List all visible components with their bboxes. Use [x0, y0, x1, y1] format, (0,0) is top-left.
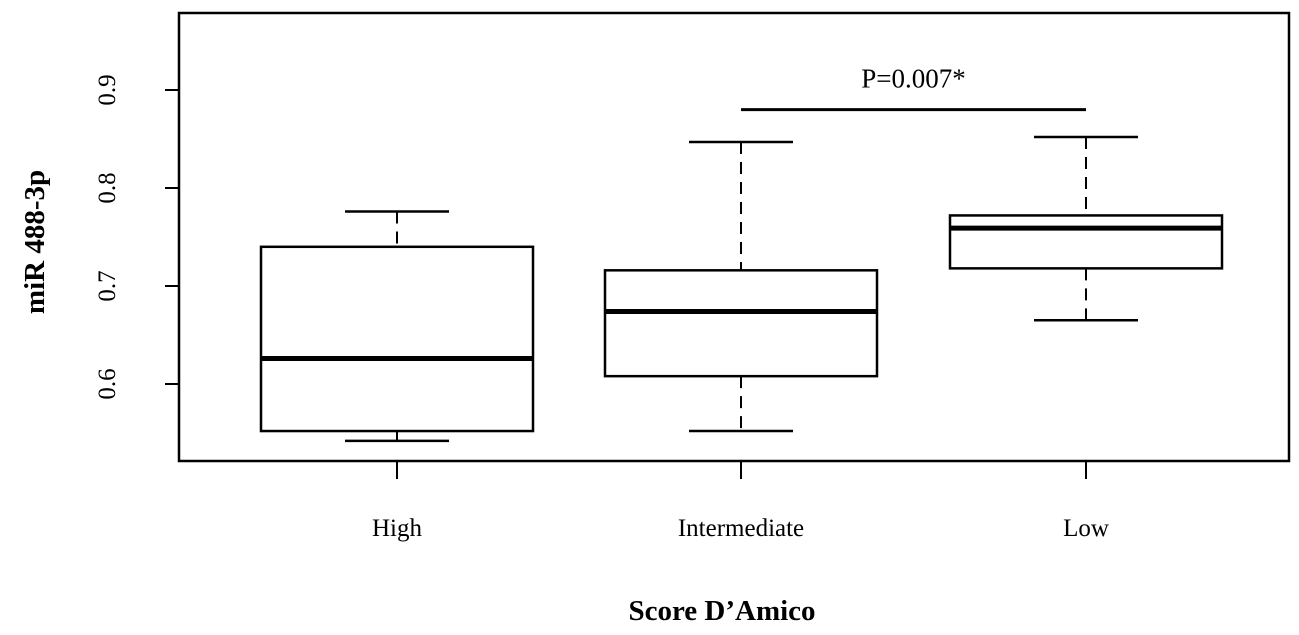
boxes-group [259, 135, 1224, 443]
x-tick-label: High [372, 515, 423, 542]
y-tick-label: 0.6 [94, 368, 121, 399]
iqr-box [948, 214, 1224, 270]
iqr-box [259, 245, 535, 433]
significance-annotation: P=0.007* [741, 64, 1086, 112]
box-low [948, 135, 1224, 322]
y-tick-label: 0.8 [94, 172, 121, 203]
significance-label: P=0.007* [861, 64, 966, 94]
plot-frame [177, 11, 1291, 463]
x-axis: High Intermediate Low [372, 461, 1109, 542]
box-intermediate [603, 140, 879, 433]
y-axis: 0.6 0.7 0.8 0.9 [94, 74, 179, 400]
iqr-box [603, 269, 879, 378]
x-axis-title: Score D’Amico [628, 595, 815, 627]
x-tick-label: Intermediate [678, 515, 804, 542]
y-axis-title: miR 488-3p [19, 170, 51, 314]
y-tick-label: 0.9 [94, 74, 121, 105]
x-tick-label: Low [1063, 515, 1109, 542]
y-tick-label: 0.7 [94, 270, 121, 301]
box-high [259, 210, 535, 443]
